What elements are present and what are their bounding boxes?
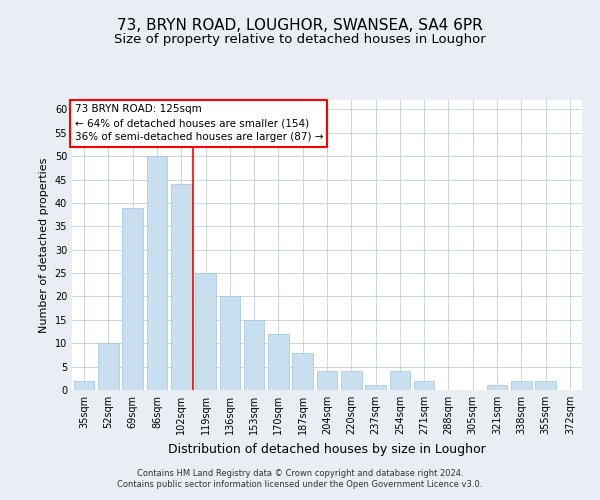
Bar (220, 296, 240, 390)
Text: Contains public sector information licensed under the Open Government Licence v3: Contains public sector information licen… (118, 480, 482, 489)
Bar (122, 208, 143, 390)
Text: 73, BRYN ROAD, LOUGHOR, SWANSEA, SA4 6PR: 73, BRYN ROAD, LOUGHOR, SWANSEA, SA4 6PR (117, 18, 483, 32)
Bar (146, 156, 167, 390)
Bar (317, 372, 337, 390)
Bar (171, 184, 191, 390)
Bar (244, 320, 265, 390)
Bar (341, 372, 362, 390)
Bar (74, 380, 94, 390)
Bar (487, 386, 508, 390)
Text: Contains HM Land Registry data © Crown copyright and database right 2024.: Contains HM Land Registry data © Crown c… (137, 468, 463, 477)
Bar (535, 380, 556, 390)
Bar (511, 380, 532, 390)
Bar (414, 380, 434, 390)
Text: Size of property relative to detached houses in Loughor: Size of property relative to detached ho… (114, 32, 486, 46)
Y-axis label: Number of detached properties: Number of detached properties (39, 158, 49, 332)
X-axis label: Distribution of detached houses by size in Loughor: Distribution of detached houses by size … (168, 442, 486, 456)
Bar (292, 352, 313, 390)
Bar (389, 372, 410, 390)
Bar (268, 334, 289, 390)
Bar (365, 386, 386, 390)
Text: 73 BRYN ROAD: 125sqm
← 64% of detached houses are smaller (154)
36% of semi-deta: 73 BRYN ROAD: 125sqm ← 64% of detached h… (74, 104, 323, 142)
Bar (98, 343, 119, 390)
Bar (195, 273, 216, 390)
